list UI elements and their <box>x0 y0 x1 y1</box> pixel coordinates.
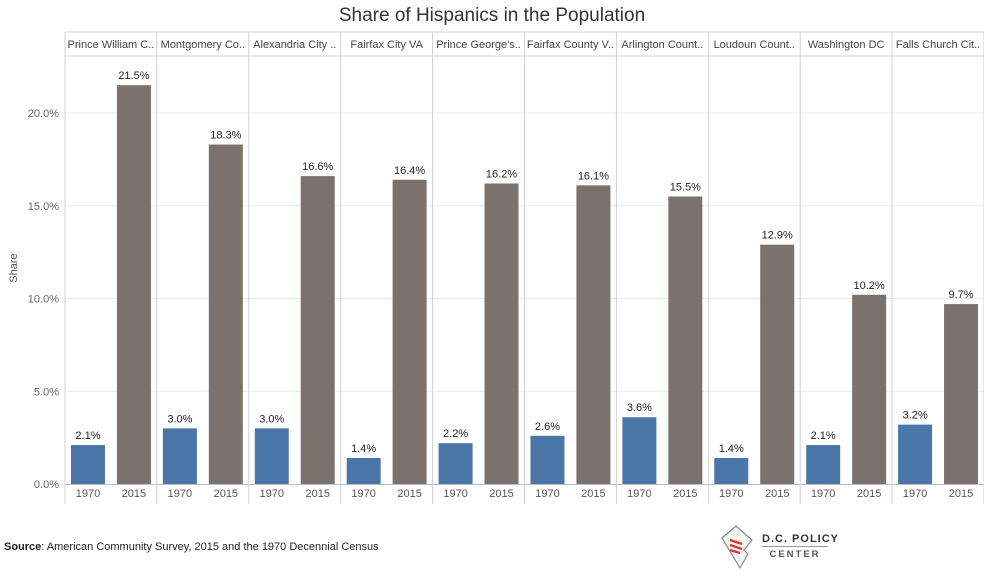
x-tick-label: 2015 <box>673 488 697 500</box>
bar-value-label: 3.0% <box>167 413 192 425</box>
panel-header-label: Washington DC <box>808 39 885 51</box>
bar-1970 <box>622 417 657 484</box>
y-tick-label: 5.0% <box>34 386 59 398</box>
panel-header-label: Prince George's.. <box>436 39 521 51</box>
bar-2015 <box>116 85 151 485</box>
dc-policy-center-logo: D.C. POLICY CENTER <box>718 524 858 574</box>
bar-2015 <box>484 183 519 485</box>
y-tick-label: 20.0% <box>28 108 59 120</box>
bar-value-label: 3.0% <box>259 413 284 425</box>
bar-value-label: 3.6% <box>627 402 652 414</box>
source-note: Source: American Community Survey, 2015 … <box>4 541 379 553</box>
bar-1970 <box>806 445 841 484</box>
bar-2015 <box>668 196 703 484</box>
x-tick-label: 2015 <box>949 488 973 500</box>
x-tick-label: 1970 <box>168 488 192 500</box>
x-tick-label: 1970 <box>811 488 835 500</box>
y-tick-label: 0.0% <box>34 479 59 491</box>
x-tick-label: 1970 <box>260 488 284 500</box>
source-text: : American Community Survey, 2015 and th… <box>41 541 379 553</box>
bar-value-label: 2.1% <box>811 430 836 442</box>
bar-2015 <box>208 144 243 484</box>
panel-header-label: Arlington Count.. <box>621 39 703 51</box>
x-tick-label: 1970 <box>535 488 559 500</box>
bar-1970 <box>162 428 197 484</box>
panel-header-label: Alexandria City .. <box>253 39 336 51</box>
bar-2015 <box>760 244 795 484</box>
x-tick-label: 1970 <box>627 488 651 500</box>
x-tick-label: 2015 <box>765 488 789 500</box>
bar-1970 <box>346 458 381 484</box>
bar-value-label: 1.4% <box>719 443 744 455</box>
logo-text-line1: D.C. POLICY <box>762 533 840 545</box>
x-tick-label: 2015 <box>305 488 329 500</box>
source-label: Source <box>4 541 42 553</box>
panel-header-label: Loudoun Count.. <box>714 39 795 51</box>
bar-value-label: 1.4% <box>351 443 376 455</box>
bar-value-label: 2.6% <box>535 421 560 433</box>
bar-value-label: 18.3% <box>210 130 241 142</box>
x-tick-label: 1970 <box>351 488 375 500</box>
bar-value-label: 16.4% <box>394 165 425 177</box>
logo-divider <box>762 546 828 547</box>
x-tick-label: 2015 <box>122 488 146 500</box>
x-tick-label: 1970 <box>903 488 927 500</box>
bar-value-label: 15.5% <box>670 181 701 193</box>
panel-header-label: Montgomery Co.. <box>161 39 245 51</box>
bar-1970 <box>254 428 289 484</box>
y-axis-title: Share <box>8 253 20 282</box>
bar-value-label: 16.2% <box>486 168 517 180</box>
x-tick-label: 2015 <box>857 488 881 500</box>
y-tick-label: 10.0% <box>28 294 59 306</box>
x-tick-label: 1970 <box>76 488 100 500</box>
x-tick-label: 2015 <box>214 488 238 500</box>
dc-map-icon <box>721 525 753 570</box>
panel-header-label: Falls Church Cit.. <box>896 39 980 51</box>
chart-title: Share of Hispanics in the Population <box>338 5 646 26</box>
bar-1970 <box>714 458 749 484</box>
bar-value-label: 10.2% <box>854 280 885 292</box>
bar-value-label: 2.1% <box>75 430 100 442</box>
panel-header-label: Fairfax County V.. <box>527 39 614 51</box>
bar-value-label: 12.9% <box>762 230 793 242</box>
bar-1970 <box>530 435 565 484</box>
bar-value-label: 9.7% <box>948 289 973 301</box>
x-tick-label: 2015 <box>489 488 513 500</box>
bar-value-label: 21.5% <box>118 70 149 82</box>
bar-value-label: 16.1% <box>578 170 609 182</box>
logo-text-line2: CENTER <box>769 549 821 560</box>
x-tick-label: 1970 <box>443 488 467 500</box>
bar-value-label: 3.2% <box>903 410 928 422</box>
bar-value-label: 2.2% <box>443 428 468 440</box>
x-tick-label: 2015 <box>397 488 421 500</box>
bar-2015 <box>944 304 979 484</box>
bar-1970 <box>898 424 933 484</box>
bar-1970 <box>70 445 105 484</box>
bar-1970 <box>438 443 473 484</box>
x-tick-label: 1970 <box>719 488 743 500</box>
y-tick-label: 15.0% <box>28 201 59 213</box>
bar-value-label: 16.6% <box>302 161 333 173</box>
bar-2015 <box>392 179 427 484</box>
x-tick-label: 2015 <box>581 488 605 500</box>
bar-2015 <box>576 185 611 484</box>
bar-2015 <box>852 294 887 484</box>
panel-header-label: Fairfax City VA <box>350 39 423 51</box>
bar-2015 <box>300 176 335 484</box>
panel-header-label: Prince William C.. <box>68 39 155 51</box>
